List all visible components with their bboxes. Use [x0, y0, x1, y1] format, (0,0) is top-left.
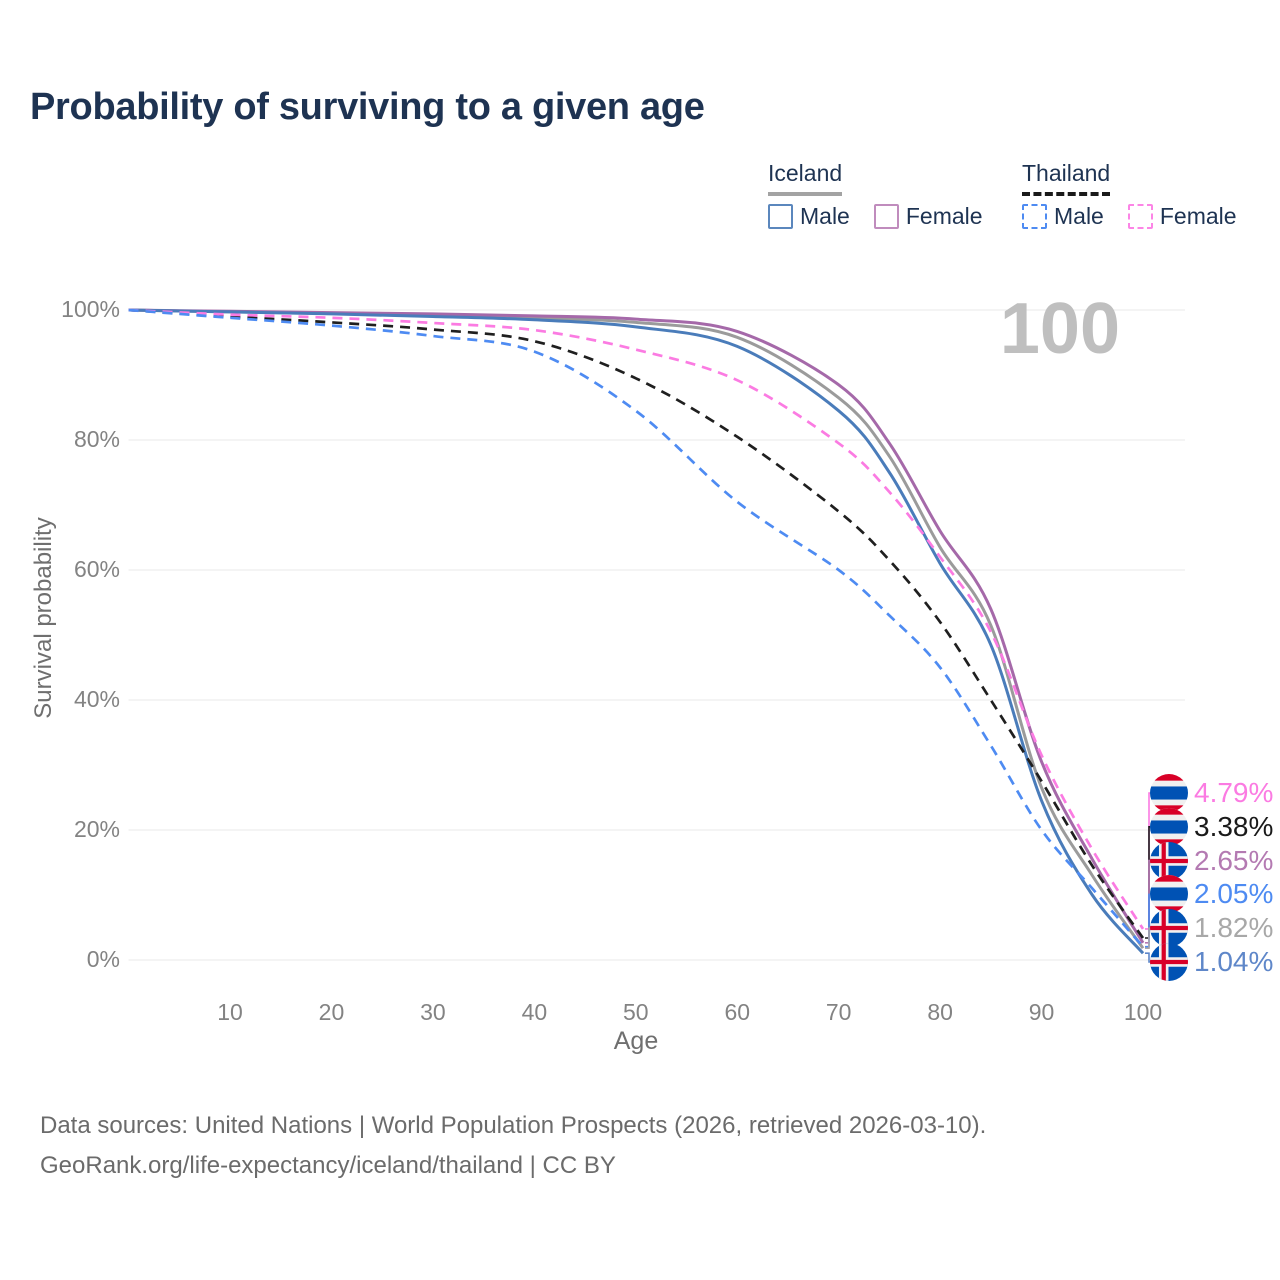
y-tick-label: 100% [61, 296, 120, 322]
page-title: Probability of surviving to a given age [30, 86, 705, 128]
legend-item-thailand-female[interactable]: Female [1127, 203, 1237, 230]
legend-group-title: Thailand [1022, 160, 1111, 196]
legend-group-thailand: Thailand Male Female [1022, 160, 1261, 230]
legend-item-iceland-female[interactable]: Female [873, 203, 983, 230]
x-tick-label: 40 [521, 999, 548, 1025]
curve-thailand-both-sexes [128, 308, 1145, 939]
thailand-flag-icon [1150, 875, 1188, 914]
x-tick-label: 10 [217, 999, 243, 1025]
legend-item-label: Male [800, 203, 850, 229]
legend-group-title: Iceland [768, 160, 843, 196]
x-tick-label: 20 [318, 999, 345, 1025]
curve-thailand-male [128, 308, 1145, 948]
legend-checkbox[interactable] [768, 204, 793, 229]
age-watermark: 100 [999, 289, 1120, 369]
footer-sources: Data sources: United Nations | World Pop… [40, 1112, 987, 1139]
footer-url: GeoRank.org/life-expectancy/iceland/thai… [40, 1152, 616, 1179]
legend-item-label: Female [1159, 203, 1237, 229]
legend-item-iceland-male[interactable]: Male [768, 203, 850, 230]
iceland-flag-icon [1150, 909, 1188, 948]
y-tick-label: 80% [73, 426, 120, 452]
legend-item-label: Female [905, 203, 983, 229]
legend-group-iceland: Iceland Male Female [768, 160, 1007, 230]
x-tick-label: 60 [724, 999, 751, 1025]
legend-items-row: Male Female [768, 203, 1007, 230]
x-tick-label: 30 [420, 999, 446, 1025]
legend-items-row: Male Female [1022, 203, 1261, 230]
thailand-flag-icon [1150, 807, 1188, 846]
y-tick-label: 40% [73, 686, 120, 712]
end-label-value: 3.38% [1194, 810, 1274, 842]
end-label-value: 1.04% [1194, 946, 1274, 977]
x-tick-label: 50 [623, 999, 649, 1025]
y-tick-label: 60% [73, 556, 120, 582]
legend-checkbox[interactable] [873, 204, 899, 229]
footer: Data sources: United Nations | World Pop… [40, 1106, 986, 1186]
y-tick-label: 20% [73, 816, 120, 842]
end-label-value: 4.79% [1194, 777, 1274, 808]
end-label-value: 2.65% [1194, 844, 1274, 876]
iceland-flag-icon [1150, 943, 1188, 981]
curve-thailand-female [128, 308, 1145, 930]
x-tick-label: 80 [927, 999, 953, 1025]
legend-item-thailand-male[interactable]: Male [1022, 203, 1104, 230]
legend-item-label: Male [1054, 203, 1104, 229]
x-tick-label: 90 [1028, 999, 1055, 1025]
y-tick-label: 0% [86, 946, 120, 972]
x-tick-label: 100 [1123, 999, 1163, 1025]
iceland-flag-icon [1150, 841, 1188, 880]
x-axis-title: Age [613, 1027, 659, 1055]
end-label-value: 1.82% [1194, 912, 1274, 944]
curve-iceland-male [128, 308, 1145, 955]
x-tick-label: 70 [825, 999, 852, 1025]
end-label-value: 2.05% [1194, 878, 1274, 910]
legend-checkbox[interactable] [1022, 204, 1047, 229]
thailand-flag-icon [1150, 774, 1188, 812]
legend-checkbox[interactable] [1127, 204, 1153, 229]
